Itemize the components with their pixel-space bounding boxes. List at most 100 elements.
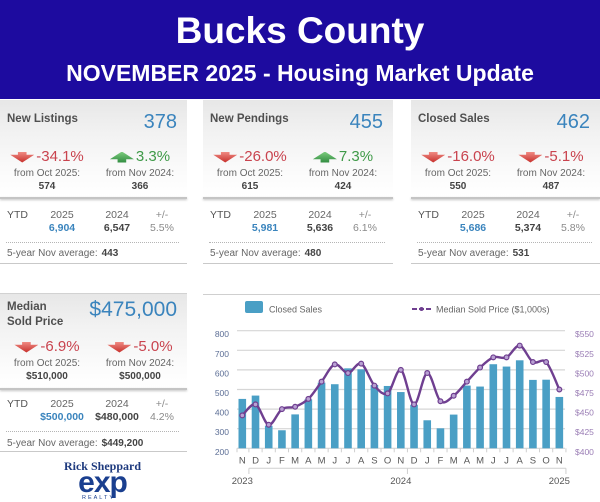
card-title: Closed Sales <box>418 113 490 125</box>
left-axis-label: 700 <box>215 349 229 359</box>
year-label: 2023 <box>232 476 253 487</box>
month-label: M <box>450 456 458 467</box>
left-axis-label: 800 <box>215 329 229 339</box>
new-listings-card: New Listings 378 -34.1% from Oct 2025: 5… <box>0 100 187 264</box>
ytd-col-2025: 2025 $500,000 <box>34 398 90 424</box>
change-vs-last-year: 3.3% from Nov 2024: 366 <box>93 147 187 193</box>
change-percent: -5.1% <box>544 148 584 165</box>
avg-value: 531 <box>512 248 530 259</box>
month-label: D <box>252 456 259 467</box>
bar <box>251 395 260 449</box>
bar <box>502 366 511 449</box>
change-base-value: 366 <box>131 181 149 192</box>
bar <box>410 404 418 449</box>
arrow-down-icon <box>518 151 543 163</box>
bar <box>291 414 299 449</box>
ytd-col-change: +/- 5.8% <box>549 209 597 235</box>
card-header <box>0 100 187 197</box>
ytd-col-2024: 2024 5,636 <box>292 209 348 235</box>
agent-name: Rick Sheppard <box>63 459 142 473</box>
month-label: N <box>397 456 404 467</box>
ytd-row: YTD 2025 $500,000 2024 $480,000 +/- 4.2% <box>0 398 187 426</box>
ytd-year: 2024 <box>308 209 332 221</box>
line-point <box>411 401 418 408</box>
change-base-value: $500,000 <box>119 371 161 382</box>
right-axis-label: $450 <box>575 408 594 418</box>
bar <box>423 420 432 449</box>
ytd-year: +/- <box>155 209 169 221</box>
arrow-up-icon <box>109 151 134 163</box>
bar <box>449 414 458 449</box>
month-label: J <box>425 456 430 467</box>
legend-swatch-closed-sales <box>245 301 263 313</box>
arrow-down-icon <box>213 151 238 163</box>
month-label: J <box>491 456 496 467</box>
change-base-value: $510,000 <box>26 371 68 382</box>
change-label: from Nov 2024: <box>105 168 175 179</box>
closed-sales-median-price-chart: Closed Sales Median Sold Price ($1,000s) 2… <box>203 294 600 502</box>
right-axis-label: $525 <box>575 349 594 359</box>
line-point <box>292 403 299 410</box>
ytd-col-2024: 2024 $480,000 <box>89 398 145 424</box>
card-header <box>0 294 187 388</box>
five-year-average: 5-year Nov average: $449,200 <box>7 437 143 451</box>
ytd-year: +/- <box>155 398 169 410</box>
five-year-average: 5-year Nov average: 480 <box>210 247 321 261</box>
ytd-col-2025: 2025 5,981 <box>237 209 293 235</box>
change-vs-last-year: -5.0% from Nov 2024: $500,000 <box>93 337 187 383</box>
dotted-divider <box>417 242 592 243</box>
month-label: A <box>305 456 312 467</box>
avg-label: 5-year Nov average: <box>7 438 98 449</box>
ytd-value: 5,981 <box>251 222 279 234</box>
line-point <box>371 382 378 389</box>
month-label: M <box>291 456 299 467</box>
header-banner: Bucks County NOVEMBER 2025 - Housing Mar… <box>0 0 600 99</box>
line-point <box>424 370 431 377</box>
change-percent: -34.1% <box>36 148 84 165</box>
exp-logo: exp <box>78 466 128 499</box>
right-axis-label: $550 <box>575 329 594 339</box>
year-label: 2024 <box>390 476 411 487</box>
month-label: O <box>542 456 549 467</box>
legend-dot-icon <box>419 307 424 311</box>
ytd-year: 2024 <box>516 209 540 221</box>
combo-chart: Closed Sales Median Sold Price ($1,000s) 2… <box>215 301 594 487</box>
month-label: F <box>438 456 444 467</box>
ytd-year: +/- <box>566 209 580 221</box>
month-label: N <box>556 456 563 467</box>
line-point <box>344 370 351 377</box>
right-axis-label: $475 <box>575 388 594 398</box>
right-axis-label: $400 <box>575 447 594 457</box>
arrow-down-icon <box>14 341 39 353</box>
ytd-value: 5.8% <box>561 222 585 234</box>
ytd-col-2025: 2025 5,686 <box>445 209 501 235</box>
month-label: F <box>279 456 285 467</box>
bar <box>476 386 484 449</box>
card-header <box>203 100 393 197</box>
avg-value: $449,200 <box>101 438 144 449</box>
agent-branding: Rick Sheppard exp REALTY <box>0 455 205 502</box>
line-point <box>503 354 510 361</box>
ytd-year: 2024 <box>105 398 129 410</box>
avg-label: 5-year Nov average: <box>7 248 98 259</box>
bar <box>344 368 352 449</box>
change-label: from Nov 2024: <box>516 168 586 179</box>
new-pendings-card: New Pendings 455 -26.0% from Oct 2025: 6… <box>203 100 393 264</box>
change-base-value: 487 <box>542 181 560 192</box>
bar <box>330 384 339 449</box>
ytd-row: YTD 2025 6,904 2024 6,547 +/- 5.5% <box>0 209 187 237</box>
bar <box>278 430 286 449</box>
divider <box>0 197 187 199</box>
exp-logo-subtitle: REALTY <box>82 495 115 501</box>
change-percent: 7.3% <box>338 148 374 165</box>
ytd-value: 6.1% <box>353 222 377 234</box>
arrow-down-icon <box>107 341 132 353</box>
line-point <box>265 421 272 428</box>
line-point <box>543 359 550 366</box>
card-header <box>411 100 600 197</box>
line-point <box>516 342 523 349</box>
change-vs-last-year: 7.3% from Nov 2024: 424 <box>296 147 390 193</box>
line-point <box>305 395 312 402</box>
left-axis-label: 200 <box>215 447 229 457</box>
divider <box>411 197 600 199</box>
